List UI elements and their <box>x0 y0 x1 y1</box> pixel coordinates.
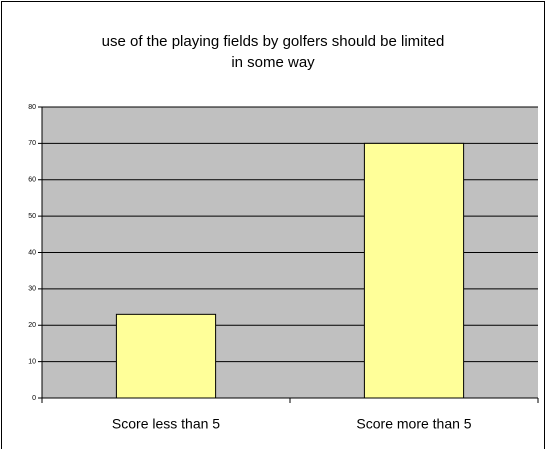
y-tick-label: 80 <box>28 104 36 111</box>
x-tick-label: Score more than 5 <box>356 416 471 432</box>
y-tick-label: 50 <box>28 213 36 220</box>
y-tick-label: 70 <box>28 140 36 147</box>
bar <box>363 142 465 399</box>
bar <box>115 313 217 399</box>
y-tick-label: 40 <box>28 249 36 256</box>
y-tick-label: 30 <box>28 286 36 293</box>
chart-title: use of the playing fields by golfers sho… <box>102 33 445 50</box>
x-tick-label: Score less than 5 <box>112 416 220 432</box>
y-tick-label: 0 <box>32 395 36 402</box>
chart-title: in some way <box>231 54 315 71</box>
y-tick-label: 10 <box>28 358 36 365</box>
y-tick-label: 60 <box>28 177 36 184</box>
y-tick-label: 20 <box>28 322 36 329</box>
